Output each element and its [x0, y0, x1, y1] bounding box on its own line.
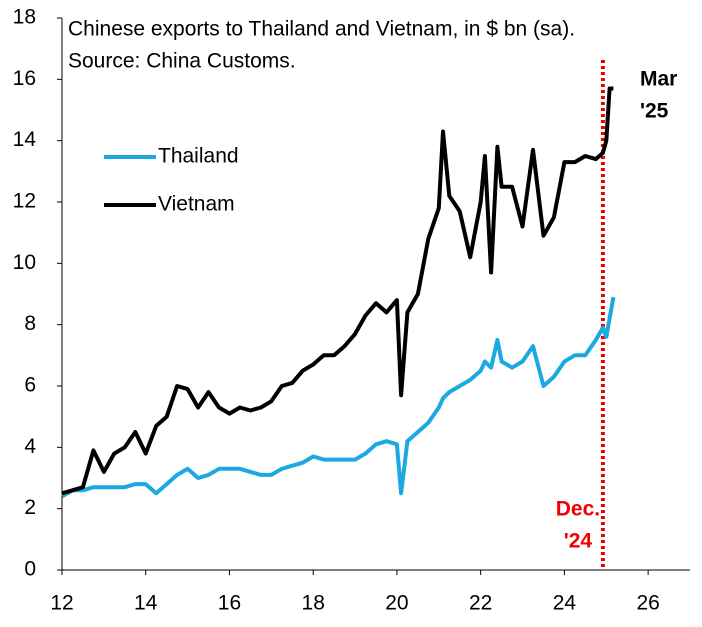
x-tick-label: 20: [385, 592, 408, 615]
y-tick-label: 6: [24, 374, 36, 397]
y-tick-label: 18: [13, 6, 36, 29]
chart-title: Chinese exports to Thailand and Vietnam,…: [68, 18, 575, 41]
series-line: [60, 296, 616, 499]
series-line: [61, 86, 614, 496]
y-tick-label: 4: [24, 435, 36, 458]
y-tick-label: 12: [13, 190, 36, 213]
x-tick-label: 24: [553, 592, 577, 615]
x-tick-label: 22: [469, 592, 492, 615]
legend-label: Vietnam: [158, 193, 235, 216]
y-tick-label: 0: [24, 558, 36, 581]
x-tick-label: 26: [636, 592, 659, 615]
y-tick-label: 10: [13, 251, 36, 274]
x-tick-label: 14: [134, 592, 158, 615]
end-label: Mar: [640, 68, 677, 91]
x-tick-label: 18: [302, 592, 325, 615]
y-tick-label: 16: [13, 67, 36, 90]
legend-label: Thailand: [158, 145, 239, 168]
y-tick-label: 8: [24, 312, 36, 335]
vline-label: '24: [564, 530, 593, 553]
y-tick-label: 2: [24, 496, 36, 519]
vline-label: Dec.: [556, 498, 600, 521]
x-tick-label: 16: [218, 592, 241, 615]
chart-source: Source: China Customs.: [68, 50, 296, 73]
y-tick-label: 14: [13, 128, 37, 151]
end-label: '25: [640, 100, 669, 123]
x-tick-label: 12: [50, 592, 73, 615]
